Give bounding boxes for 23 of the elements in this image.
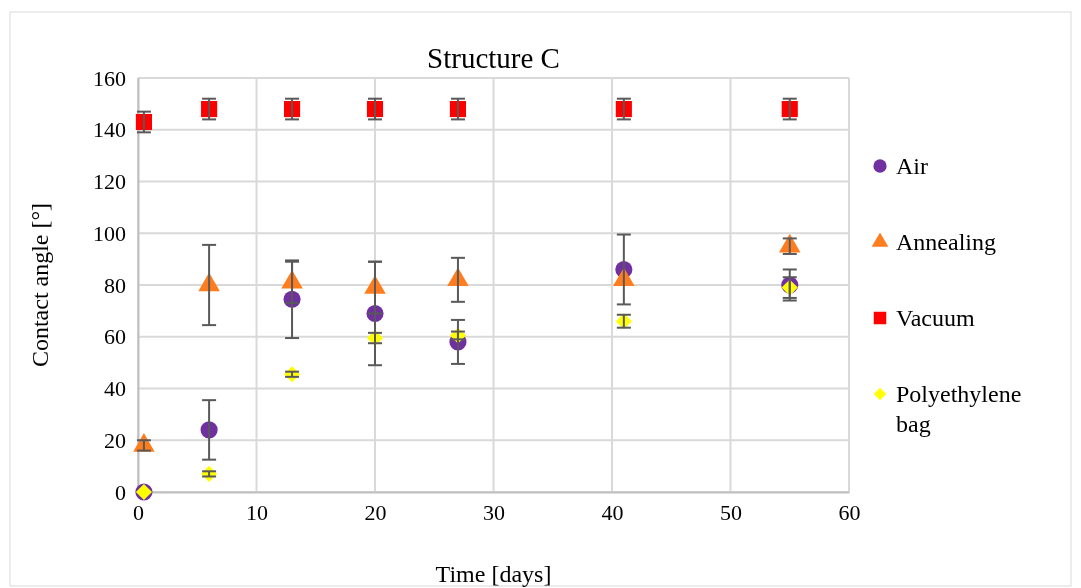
y-tick-label: 160 [93, 65, 126, 91]
y-tick-label: 40 [104, 376, 126, 402]
x-tick-label: 20 [364, 499, 387, 525]
y-tick-label: 80 [104, 272, 126, 298]
legend-label: Vacuum [896, 305, 975, 331]
x-tick-label: 30 [483, 499, 505, 525]
x-axis-title: Time [days] [435, 561, 552, 587]
chart-title: Structure C [427, 42, 560, 74]
y-tick-label: 100 [93, 220, 126, 246]
y-tick-label: 60 [104, 324, 126, 350]
y-axis-title: Contact angle [°] [27, 202, 53, 368]
y-tick-label: 0 [115, 479, 126, 505]
legend-label: Annealing [896, 229, 996, 255]
x-tick-label: 0 [133, 499, 144, 525]
x-tick-label: 50 [720, 499, 742, 525]
x-tick-label: 10 [246, 499, 268, 525]
y-tick-label: 120 [93, 169, 126, 195]
legend-label: Polyethylene bag [896, 381, 1022, 437]
y-tick-label: 20 [104, 427, 126, 453]
legend-label: Air [896, 153, 928, 179]
y-tick-label: 140 [93, 117, 126, 143]
x-tick-label: 60 [838, 499, 861, 525]
x-tick-label: 40 [601, 499, 624, 525]
